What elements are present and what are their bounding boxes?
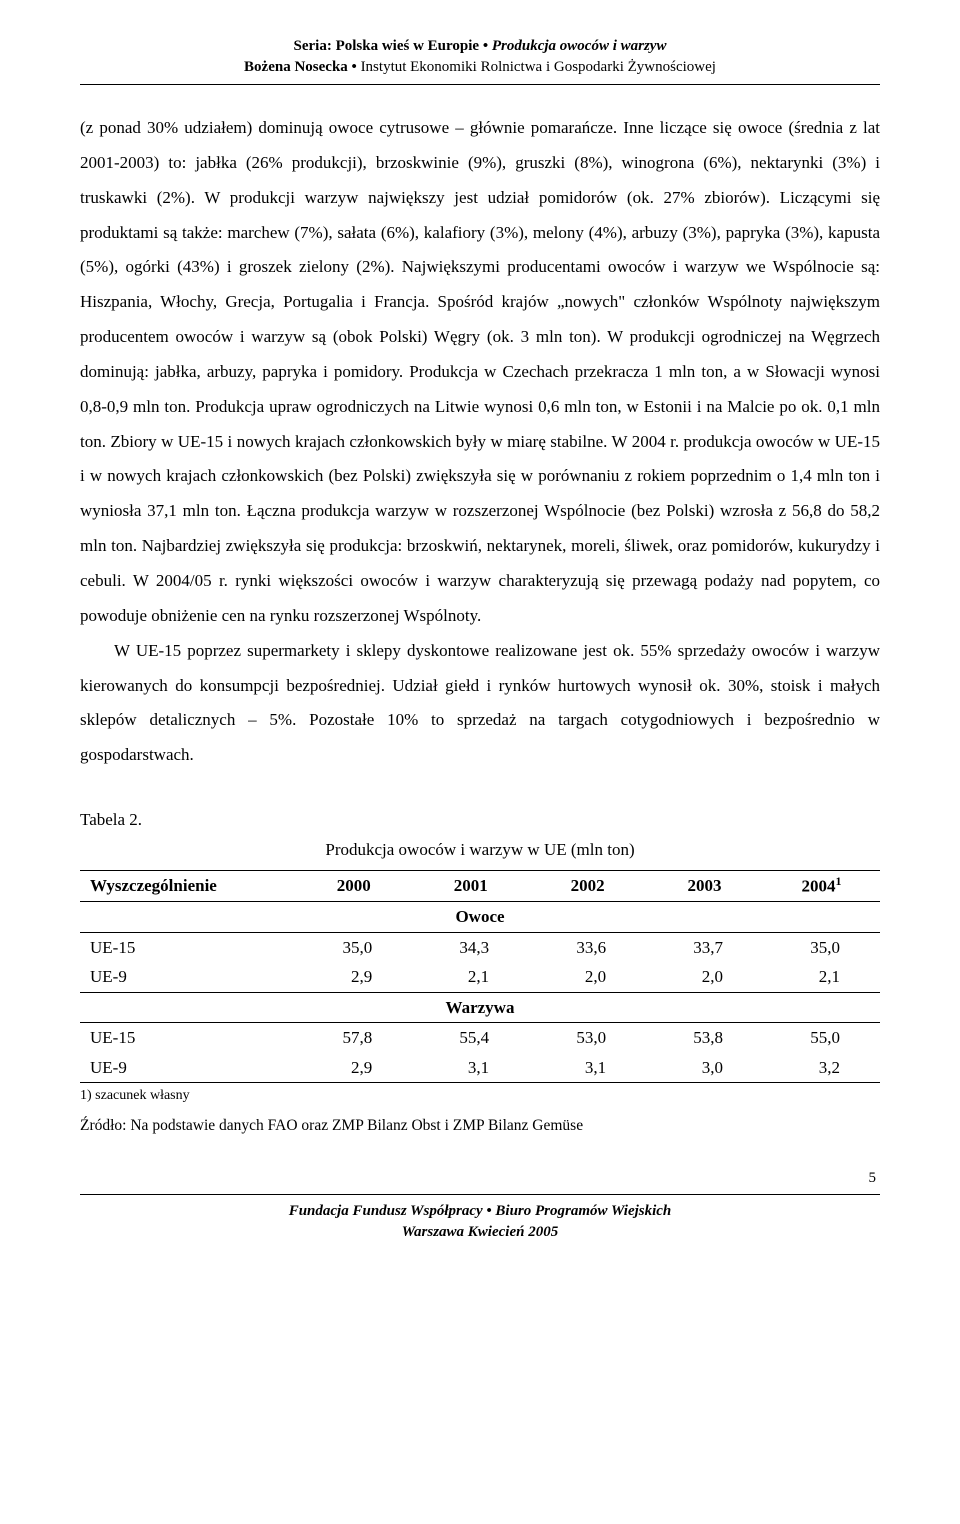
cell: 2,9: [295, 1053, 412, 1083]
table-source: Źródło: Na podstawie danych FAO oraz ZMP…: [80, 1114, 880, 1137]
table-section-row: Owoce: [80, 902, 880, 933]
paragraph-1: (z ponad 30% udziałem) dominują owoce cy…: [80, 111, 880, 634]
cell: 53,0: [529, 1023, 646, 1053]
cell: 34,3: [412, 932, 529, 962]
cell: 3,1: [529, 1053, 646, 1083]
table-row: UE-15 35,0 34,3 33,6 33,7 35,0: [80, 932, 880, 962]
paragraph-2: W UE-15 poprzez supermarkety i sklepy dy…: [80, 634, 880, 773]
cell: 35,0: [295, 932, 412, 962]
table-header-row: Wyszczególnienie 2000 2001 2002 2003 200…: [80, 871, 880, 902]
cell: 2,1: [763, 962, 880, 992]
cell: 2,9: [295, 962, 412, 992]
cell: 2,0: [529, 962, 646, 992]
body-text: (z ponad 30% udziałem) dominują owoce cy…: [80, 111, 880, 773]
cell: 2,1: [412, 962, 529, 992]
series-title: Produkcja owoców i warzyw: [492, 38, 667, 54]
row-label: UE-9: [80, 1053, 295, 1083]
cell: 2,0: [646, 962, 763, 992]
series-name: Polska wieś w Europie: [336, 38, 480, 54]
production-table: Wyszczególnienie 2000 2001 2002 2003 200…: [80, 870, 880, 1083]
footer-date: Warszawa Kwiecień 2005: [80, 1222, 880, 1243]
col-header: 2000: [295, 871, 412, 902]
table-row: UE-9 2,9 2,1 2,0 2,0 2,1: [80, 962, 880, 992]
cell: 3,0: [646, 1053, 763, 1083]
footer-org: Fundacja Fundusz Współpracy • Biuro Prog…: [80, 1201, 880, 1222]
col-header: 2002: [529, 871, 646, 902]
table-title: Produkcja owoców i warzyw w UE (mln ton): [80, 837, 880, 863]
cell: 3,2: [763, 1053, 880, 1083]
document-footer: Fundacja Fundusz Współpracy • Biuro Prog…: [80, 1201, 880, 1243]
document-header: Seria: Polska wieś w Europie • Produkcja…: [80, 36, 880, 78]
col-header: Wyszczególnienie: [80, 871, 295, 902]
header-bullet: •: [483, 38, 488, 54]
cell: 55,0: [763, 1023, 880, 1053]
row-label: UE-15: [80, 1023, 295, 1053]
cell: 33,7: [646, 932, 763, 962]
col-header: 2001: [412, 871, 529, 902]
cell: 55,4: [412, 1023, 529, 1053]
series-label: Seria:: [294, 38, 332, 54]
table-label: Tabela 2.: [80, 807, 880, 833]
row-label: UE-9: [80, 962, 295, 992]
table-row: UE-15 57,8 55,4 53,0 53,8 55,0: [80, 1023, 880, 1053]
header-bullet-2: •: [352, 59, 357, 75]
table-row: UE-9 2,9 3,1 3,1 3,0 3,2: [80, 1053, 880, 1083]
page-number: 5: [80, 1167, 880, 1190]
author-name: Bożena Nosecka: [244, 59, 348, 75]
cell: 53,8: [646, 1023, 763, 1053]
col-header: 20041: [763, 871, 880, 902]
row-label: UE-15: [80, 932, 295, 962]
table-footnote: 1) szacunek własny: [80, 1085, 880, 1106]
institute-name: Instytut Ekonomiki Rolnictwa i Gospodark…: [361, 59, 716, 75]
cell: 35,0: [763, 932, 880, 962]
cell: 57,8: [295, 1023, 412, 1053]
header-rule: [80, 84, 880, 85]
footer-rule: [80, 1194, 880, 1195]
section-name: Warzywa: [80, 992, 880, 1023]
table-section-row: Warzywa: [80, 992, 880, 1023]
cell: 3,1: [412, 1053, 529, 1083]
section-name: Owoce: [80, 902, 880, 933]
series-line: Seria: Polska wieś w Europie • Produkcja…: [80, 36, 880, 57]
cell: 33,6: [529, 932, 646, 962]
col-header: 2003: [646, 871, 763, 902]
author-line: Bożena Nosecka • Instytut Ekonomiki Roln…: [80, 57, 880, 78]
